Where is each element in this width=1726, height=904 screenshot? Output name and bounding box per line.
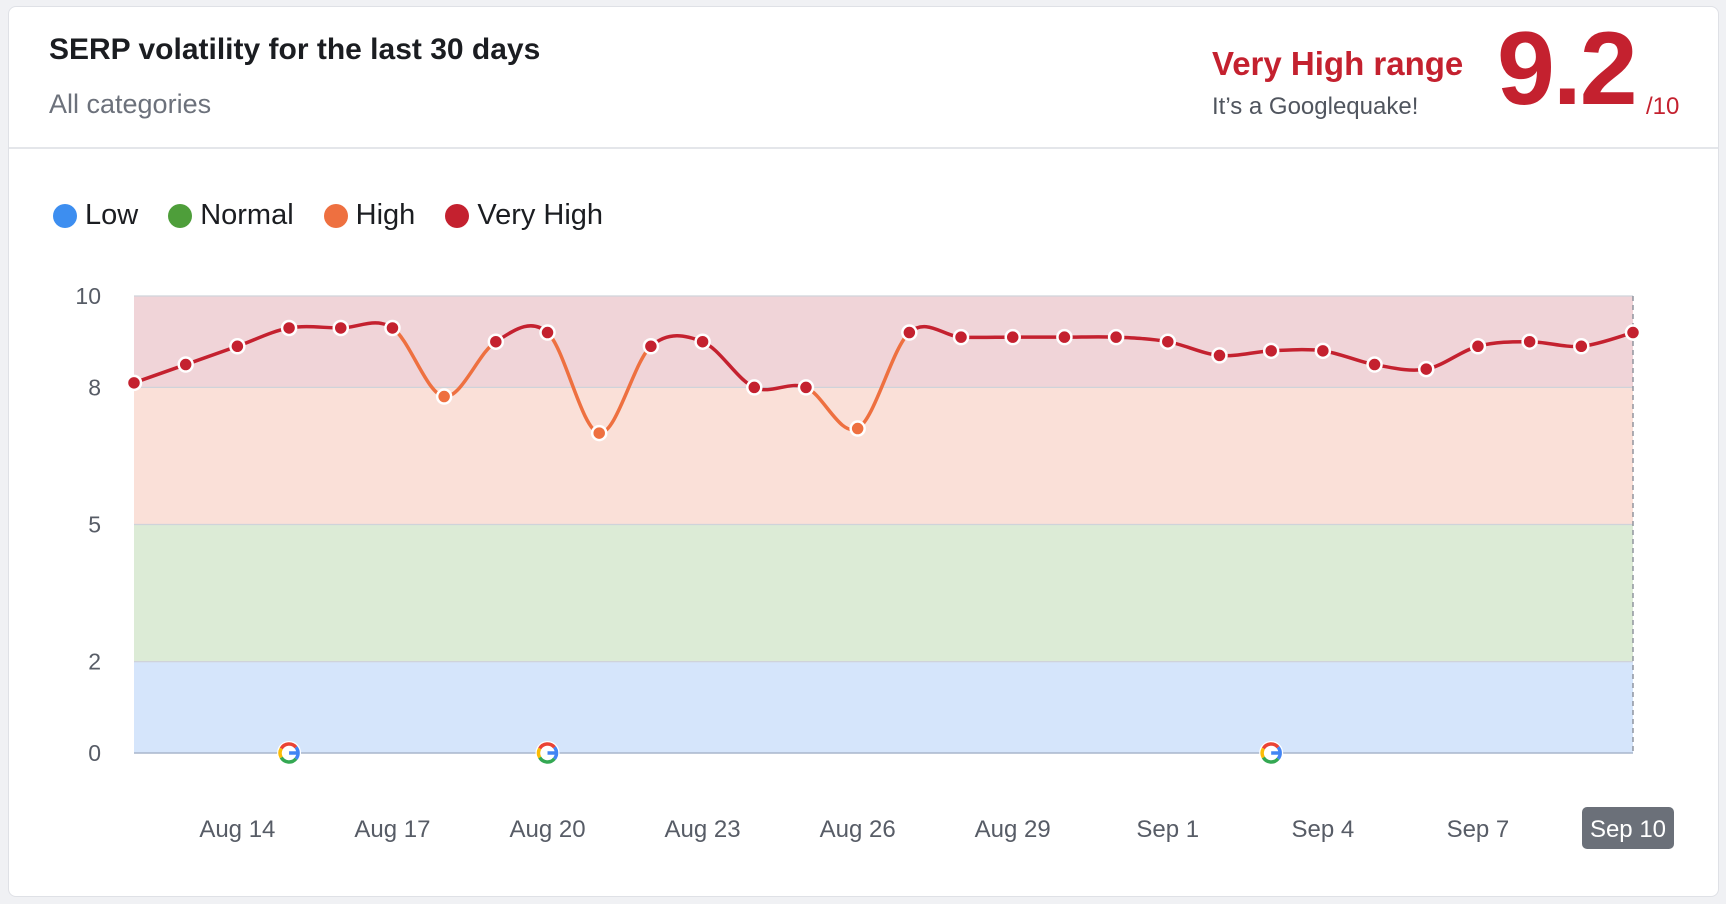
data-point[interactable] xyxy=(901,324,918,341)
x-tick-label: Aug 26 xyxy=(820,816,896,843)
band-normal xyxy=(134,524,1633,662)
legend-item-high[interactable]: High xyxy=(323,199,416,232)
x-tick-label-current: Sep 10 xyxy=(1590,816,1666,843)
x-tick-label: Aug 20 xyxy=(509,816,585,843)
card-title: SERP volatility for the last 30 days xyxy=(49,33,541,66)
legend-dot-high xyxy=(323,203,348,228)
google-update-icon[interactable] xyxy=(535,741,560,765)
legend-item-low[interactable]: Low xyxy=(53,199,138,232)
band-low xyxy=(134,661,1633,753)
data-point[interactable] xyxy=(1004,328,1021,346)
x-tick-label: Aug 29 xyxy=(975,816,1051,843)
legend-dot-low xyxy=(53,203,77,228)
volatility-card: SERP volatility for the last 30 days All… xyxy=(8,6,1719,897)
data-point[interactable] xyxy=(1417,360,1435,378)
data-point[interactable] xyxy=(952,328,970,346)
data-point[interactable] xyxy=(384,319,401,337)
data-point[interactable] xyxy=(1211,347,1228,364)
data-point[interactable] xyxy=(1469,338,1487,355)
x-tick-label: Sep 7 xyxy=(1447,816,1510,843)
y-tick-label: 2 xyxy=(88,649,101,675)
x-tick-label: Aug 17 xyxy=(354,816,430,843)
range-label: Very High range xyxy=(1212,45,1464,82)
legend-dot-very-high xyxy=(445,203,470,228)
y-tick-label: 8 xyxy=(88,374,101,400)
data-point[interactable] xyxy=(1056,328,1073,346)
data-point[interactable] xyxy=(280,319,298,337)
google-update-icon[interactable] xyxy=(1259,741,1284,765)
legend-item-normal[interactable]: Normal xyxy=(168,199,294,232)
data-point[interactable] xyxy=(332,319,350,337)
x-tick-label: Sep 4 xyxy=(1292,816,1355,843)
legend-dot-normal xyxy=(168,203,193,228)
y-tick-label: 0 xyxy=(88,740,101,766)
legend-item-very-high[interactable]: Very High xyxy=(445,199,603,232)
data-point[interactable] xyxy=(1366,356,1383,373)
chart-legend: Low Normal High Very High xyxy=(53,199,603,232)
data-point[interactable] xyxy=(849,420,866,437)
data-point[interactable] xyxy=(435,388,453,405)
data-point[interactable] xyxy=(1521,333,1538,350)
data-point[interactable] xyxy=(590,424,608,442)
data-point[interactable] xyxy=(125,374,143,392)
category-label: All categories xyxy=(49,89,212,119)
data-point[interactable] xyxy=(1314,342,1332,360)
data-point[interactable] xyxy=(1573,338,1590,355)
y-tick-label: 10 xyxy=(75,283,101,309)
legend-label-high: High xyxy=(355,199,416,231)
data-point[interactable] xyxy=(1107,328,1125,346)
band-very-high xyxy=(134,296,1633,388)
range-description: It’s a Googlequake! xyxy=(1212,93,1419,120)
data-point[interactable] xyxy=(642,338,660,355)
data-point[interactable] xyxy=(694,333,711,350)
legend-label-very-high: Very High xyxy=(477,199,604,231)
data-point[interactable] xyxy=(1159,333,1177,350)
current-date-badge xyxy=(1582,807,1674,849)
legend-label-normal: Normal xyxy=(200,199,294,231)
x-tick-label: Aug 23 xyxy=(665,816,741,843)
x-tick-label: Sep 1 xyxy=(1136,816,1199,843)
data-point[interactable] xyxy=(487,333,505,350)
y-tick-label: 5 xyxy=(88,512,101,538)
legend-label-low: Low xyxy=(85,199,139,231)
data-point[interactable] xyxy=(539,324,556,341)
volatility-score: 9.2 xyxy=(1497,11,1638,127)
data-point[interactable] xyxy=(746,379,763,396)
x-tick-label: Aug 14 xyxy=(199,816,275,843)
volatility-chart: 0 2 5 8 10 Aug 14 Aug 17 Aug 20 Aug 23 Aug 26 Aug … xyxy=(75,283,1674,849)
data-point[interactable] xyxy=(229,338,246,355)
score-max: /10 xyxy=(1646,93,1680,120)
data-point[interactable] xyxy=(797,379,815,396)
data-point[interactable] xyxy=(1624,324,1642,341)
card-header: SERP volatility for the last 30 days All… xyxy=(9,7,1718,149)
data-point[interactable] xyxy=(1262,342,1280,360)
google-update-icon[interactable] xyxy=(277,741,302,765)
band-high xyxy=(134,387,1633,525)
data-point[interactable] xyxy=(177,356,194,373)
